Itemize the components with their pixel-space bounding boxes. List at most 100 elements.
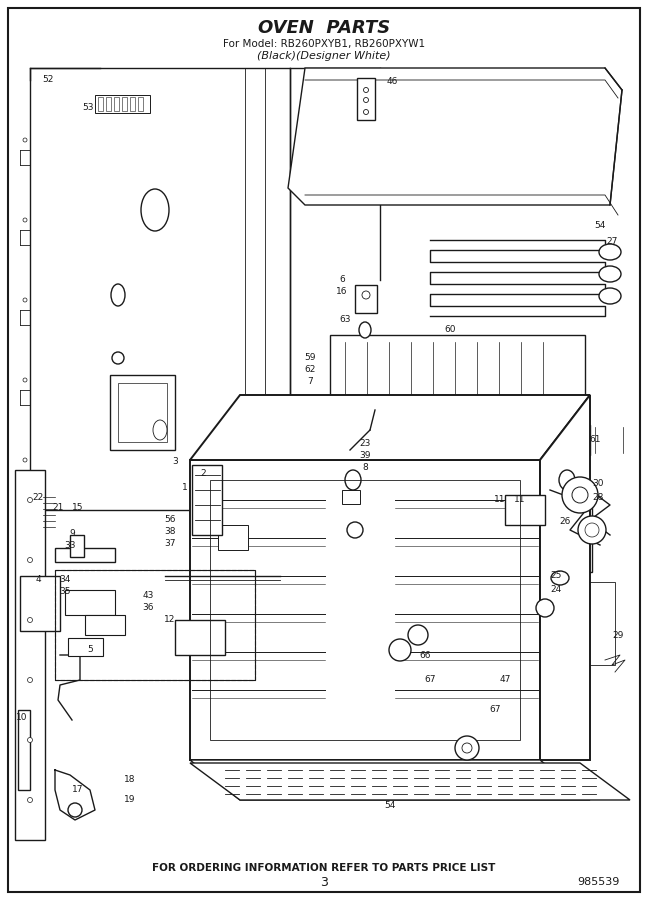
Bar [218, 525, 248, 550]
Polygon shape [190, 760, 590, 800]
Text: 16: 16 [336, 287, 348, 296]
Circle shape [462, 743, 472, 753]
Circle shape [112, 352, 124, 364]
Ellipse shape [551, 571, 569, 585]
Circle shape [364, 110, 369, 114]
Bar [355, 285, 377, 313]
Circle shape [347, 522, 363, 538]
Bar [85, 615, 125, 635]
Polygon shape [190, 763, 630, 800]
Bar [110, 375, 175, 450]
Ellipse shape [559, 470, 575, 490]
Text: 22: 22 [32, 493, 43, 502]
Text: 23: 23 [359, 439, 371, 448]
Text: 54: 54 [384, 800, 396, 809]
Text: 8: 8 [362, 464, 368, 472]
Bar [175, 620, 225, 655]
Bar [357, 78, 375, 120]
Text: 9: 9 [69, 529, 75, 538]
Text: 34: 34 [60, 575, 71, 584]
Text: 47: 47 [500, 676, 511, 685]
Circle shape [536, 599, 554, 617]
Bar [114, 97, 119, 111]
Bar [98, 97, 103, 111]
Text: 38: 38 [164, 527, 176, 536]
Circle shape [389, 639, 411, 661]
Bar [138, 97, 143, 111]
Text: 52: 52 [42, 76, 54, 85]
Text: 43: 43 [143, 590, 154, 599]
Text: (Black)(Designer White): (Black)(Designer White) [257, 51, 391, 61]
Text: 5: 5 [87, 645, 93, 654]
Polygon shape [428, 582, 615, 665]
Bar [70, 535, 84, 557]
Circle shape [68, 803, 82, 817]
Bar [68, 638, 103, 656]
Text: 19: 19 [124, 796, 135, 805]
Bar [130, 97, 135, 111]
Text: 61: 61 [589, 436, 601, 445]
Text: 18: 18 [124, 776, 135, 785]
Circle shape [27, 797, 32, 803]
Circle shape [455, 736, 479, 760]
Polygon shape [330, 335, 585, 410]
Circle shape [23, 138, 27, 142]
Bar [122, 97, 127, 111]
Text: 985539: 985539 [577, 877, 620, 887]
Polygon shape [30, 68, 290, 510]
Polygon shape [540, 395, 590, 760]
Bar [210, 480, 520, 740]
Text: 17: 17 [72, 786, 84, 795]
Text: 11: 11 [515, 496, 526, 505]
Circle shape [572, 487, 588, 503]
Text: OVEN  PARTS: OVEN PARTS [258, 19, 390, 37]
Text: 24: 24 [550, 586, 562, 595]
Bar [55, 548, 115, 562]
Text: 10: 10 [16, 714, 28, 723]
Text: 3: 3 [320, 876, 328, 888]
Ellipse shape [599, 244, 621, 260]
Text: 15: 15 [72, 503, 84, 512]
Circle shape [27, 737, 32, 742]
Circle shape [23, 378, 27, 382]
Bar [65, 590, 115, 615]
Text: 29: 29 [612, 631, 623, 640]
Text: 60: 60 [445, 326, 456, 335]
Circle shape [408, 625, 428, 645]
Text: 35: 35 [59, 588, 71, 597]
Text: 54: 54 [594, 220, 606, 230]
Circle shape [27, 678, 32, 682]
Text: 2: 2 [200, 470, 206, 479]
Text: 11: 11 [494, 496, 505, 505]
Polygon shape [190, 460, 540, 760]
Circle shape [364, 97, 369, 103]
Ellipse shape [599, 266, 621, 282]
Text: 6: 6 [339, 275, 345, 284]
Text: 7: 7 [307, 377, 313, 386]
Bar [118, 383, 167, 442]
Bar [192, 465, 222, 535]
Circle shape [578, 516, 606, 544]
Bar [505, 495, 545, 525]
Text: 67: 67 [424, 676, 435, 685]
Bar [20, 576, 60, 631]
Text: 62: 62 [305, 365, 316, 374]
Text: 30: 30 [592, 479, 604, 488]
Circle shape [27, 617, 32, 623]
Text: 12: 12 [165, 616, 176, 625]
Circle shape [364, 87, 369, 93]
Bar [95, 95, 150, 113]
Text: 67: 67 [489, 706, 501, 715]
Text: 27: 27 [607, 238, 618, 247]
Text: 59: 59 [305, 354, 316, 363]
Bar [106, 97, 111, 111]
Text: 66: 66 [419, 651, 431, 660]
Text: 21: 21 [52, 503, 64, 512]
Text: 33: 33 [64, 542, 76, 551]
Polygon shape [288, 68, 622, 205]
Text: 37: 37 [164, 539, 176, 548]
Circle shape [23, 218, 27, 222]
Polygon shape [190, 395, 590, 460]
Ellipse shape [345, 470, 361, 490]
Polygon shape [15, 470, 45, 840]
